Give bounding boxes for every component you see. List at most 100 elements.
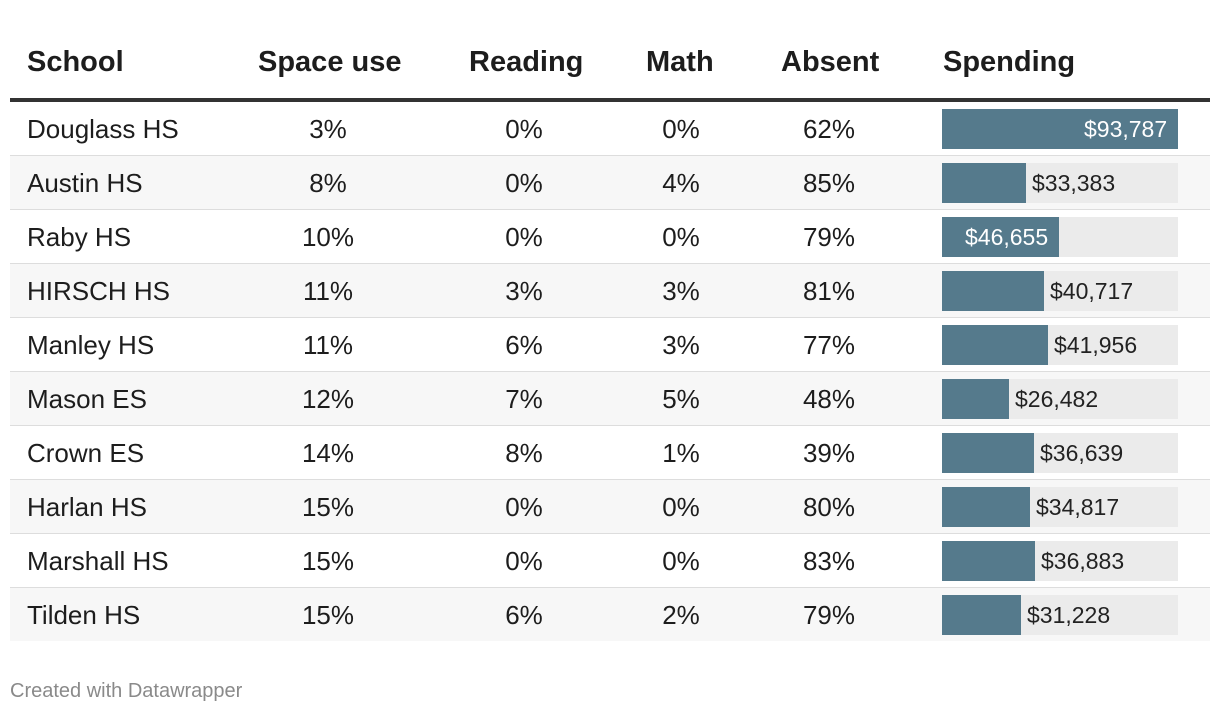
spending-bar-track: $41,956 <box>942 325 1178 365</box>
school-cell: Douglass HS <box>27 114 179 144</box>
school-cell: Marshall HS <box>27 546 169 576</box>
absent-cell: 79% <box>802 600 856 630</box>
math-cell: 2% <box>662 600 700 630</box>
math-cell: 4% <box>662 168 700 198</box>
spending-label: $41,956 <box>1054 332 1138 358</box>
table-row: Douglass HS 3% 0% 0% 62% $93,787 <box>10 102 1210 156</box>
absent-cell: 80% <box>802 492 856 522</box>
spending-bar <box>942 541 1035 581</box>
reading-cell: 0% <box>505 114 543 144</box>
space-use-cell: 11% <box>302 276 354 306</box>
reading-cell: 8% <box>505 438 543 468</box>
spending-bar-track: $36,639 <box>942 433 1178 473</box>
spending-bar-track: $34,817 <box>942 487 1178 527</box>
school-cell: HIRSCH HS <box>27 276 171 306</box>
school-cell: Austin HS <box>27 168 143 198</box>
math-cell: 0% <box>662 546 700 576</box>
table-row: Tilden HS 15% 6% 2% 79% $31,228 <box>10 588 1210 641</box>
absent-cell: 39% <box>802 438 856 468</box>
space-use-cell: 12% <box>301 384 355 414</box>
absent-cell: 83% <box>802 546 856 576</box>
spending-label: $31,228 <box>1027 602 1111 628</box>
school-cell: Harlan HS <box>27 492 147 522</box>
spending-bar-track: $36,883 <box>942 541 1178 581</box>
table-row: Marshall HS 15% 0% 0% 83% $36,883 <box>10 534 1210 588</box>
spending-label: $93,787 <box>1084 116 1168 142</box>
spending-bar <box>942 433 1034 473</box>
space-use-cell: 15% <box>301 492 355 522</box>
spending-label: $26,482 <box>1015 386 1099 412</box>
table-header: School Space use Reading Math Absent Spe… <box>10 30 1210 102</box>
spending-bar <box>942 325 1048 365</box>
spending-bar <box>942 217 1059 257</box>
reading-cell: 7% <box>505 384 543 414</box>
absent-cell: 48% <box>802 384 856 414</box>
header-school[interactable]: School <box>27 46 124 78</box>
absent-cell: 81% <box>802 276 856 306</box>
spending-bar <box>942 109 1178 149</box>
space-use-cell: 3% <box>309 114 347 144</box>
spending-bar <box>942 271 1044 311</box>
reading-cell: 0% <box>505 222 543 252</box>
absent-cell: 77% <box>802 330 856 360</box>
table-row: Manley HS 11% 6% 3% 77% $41,956 <box>10 318 1210 372</box>
space-use-cell: 11% <box>302 330 354 360</box>
math-cell: 5% <box>662 384 700 414</box>
attribution-footer[interactable]: Created with Datawrapper <box>10 680 243 702</box>
spending-label: $40,717 <box>1050 278 1134 304</box>
school-cell: Crown ES <box>27 438 145 468</box>
absent-cell: 79% <box>802 222 856 252</box>
table-row: Raby HS 10% 0% 0% 79% $46,655 <box>10 210 1210 264</box>
spending-label: $34,817 <box>1036 494 1120 520</box>
spending-label: $36,639 <box>1040 440 1124 466</box>
school-cell: Manley HS <box>27 330 155 360</box>
math-cell: 0% <box>662 222 700 252</box>
header-spending[interactable]: Spending <box>943 46 1076 78</box>
reading-cell: 0% <box>505 546 543 576</box>
spending-bar <box>942 487 1030 527</box>
spending-bar-track: $93,787 <box>942 109 1178 149</box>
header-space-use[interactable]: Space use <box>258 46 402 78</box>
reading-cell: 6% <box>505 600 543 630</box>
math-cell: 0% <box>662 114 700 144</box>
spending-bar-track: $33,383 <box>942 163 1178 203</box>
reading-cell: 6% <box>505 330 543 360</box>
math-cell: 3% <box>662 276 700 306</box>
school-cell: Tilden HS <box>27 600 141 630</box>
math-cell: 3% <box>662 330 700 360</box>
table-body: Douglass HS 3% 0% 0% 62% $93,787 Austin HS 8% 0%… <box>10 102 1210 641</box>
spending-label: $46,655 <box>965 224 1049 250</box>
data-table: School Space use Reading Math Absent Spe… <box>10 30 1210 641</box>
table-row: Crown ES 14% 8% 1% 39% $36,639 <box>10 426 1210 480</box>
absent-cell: 85% <box>802 168 856 198</box>
table-row: HIRSCH HS 11% 3% 3% 81% $40,717 <box>10 264 1210 318</box>
spending-bar-track: $46,655 <box>942 217 1178 257</box>
spending-bar-track: $40,717 <box>942 271 1178 311</box>
header-math[interactable]: Math <box>646 46 714 78</box>
spending-bar <box>942 163 1026 203</box>
math-cell: 0% <box>662 492 700 522</box>
table-row: Mason ES 12% 7% 5% 48% $26,482 <box>10 372 1210 426</box>
table-row: Harlan HS 15% 0% 0% 80% $34,817 <box>10 480 1210 534</box>
reading-cell: 3% <box>505 276 543 306</box>
school-cell: Raby HS <box>27 222 132 252</box>
spending-bar <box>942 379 1009 419</box>
table-row: Austin HS 8% 0% 4% 85% $33,383 <box>10 156 1210 210</box>
reading-cell: 0% <box>505 492 543 522</box>
math-cell: 1% <box>662 438 700 468</box>
spending-bar <box>942 595 1021 635</box>
spending-label: $33,383 <box>1032 170 1116 196</box>
school-cell: Mason ES <box>27 384 147 414</box>
space-use-cell: 8% <box>309 168 347 198</box>
reading-cell: 0% <box>505 168 543 198</box>
absent-cell: 62% <box>802 114 856 144</box>
space-use-cell: 15% <box>301 546 355 576</box>
space-use-cell: 14% <box>301 438 355 468</box>
spending-bar-track: $31,228 <box>942 595 1178 635</box>
spending-label: $36,883 <box>1041 548 1125 574</box>
header-reading[interactable]: Reading <box>469 46 584 78</box>
space-use-cell: 15% <box>301 600 355 630</box>
space-use-cell: 10% <box>301 222 355 252</box>
header-absent[interactable]: Absent <box>781 46 880 78</box>
spending-bar-track: $26,482 <box>942 379 1178 419</box>
